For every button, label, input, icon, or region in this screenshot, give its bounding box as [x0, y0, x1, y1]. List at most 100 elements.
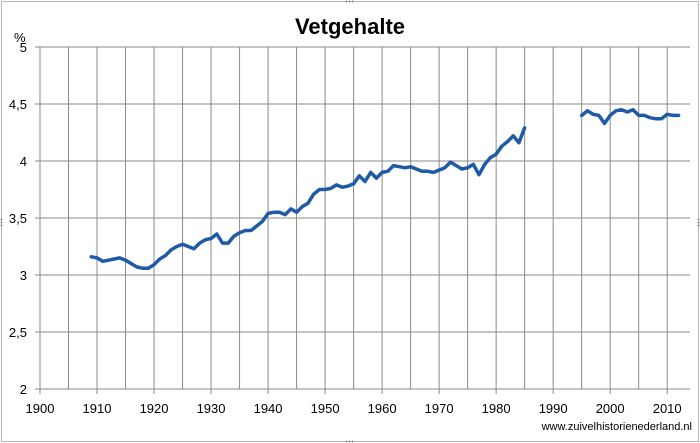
data-point — [369, 171, 372, 174]
data-point — [609, 114, 612, 117]
data-point — [301, 205, 304, 208]
chart-title: Vetgehalte — [295, 14, 405, 39]
y-axis-unit: % — [14, 30, 26, 45]
data-point — [169, 248, 173, 252]
data-point — [249, 229, 253, 232]
data-point — [244, 229, 247, 232]
data-point — [346, 184, 350, 188]
resize-handle-left[interactable] — [0, 218, 3, 228]
data-point — [209, 237, 213, 240]
data-point — [278, 211, 281, 214]
data-point — [591, 113, 595, 116]
x-tick-labels: 1900 1910 1920 1930 1940 1950 1960 1970 1980 1990… — [26, 401, 682, 416]
data-point — [272, 211, 275, 214]
data-point — [443, 166, 446, 169]
data-point — [284, 213, 287, 216]
y-tick-label: 2 — [20, 382, 27, 397]
data-point — [187, 245, 190, 248]
data-point — [181, 243, 184, 246]
data-point — [238, 231, 241, 234]
data-point — [341, 186, 344, 189]
data-point — [386, 170, 389, 173]
data-point — [517, 141, 521, 144]
data-point — [654, 117, 657, 121]
data-point — [472, 163, 475, 166]
data-point — [306, 202, 310, 205]
data-point — [175, 245, 178, 248]
data-point — [112, 257, 116, 261]
data-point — [671, 114, 675, 117]
data-point — [586, 109, 589, 113]
data-point — [398, 165, 401, 168]
data-point — [227, 241, 230, 245]
x-tick-label: 1940 — [254, 401, 283, 416]
data-point — [660, 117, 663, 121]
data-point — [318, 188, 321, 191]
resize-handle-right[interactable] — [697, 218, 700, 228]
x-tick-label: 1910 — [83, 401, 112, 416]
data-point — [329, 187, 332, 190]
data-point — [506, 140, 509, 143]
data-point — [101, 260, 104, 263]
data-point — [295, 211, 298, 214]
data-point — [666, 113, 669, 116]
data-point — [323, 188, 327, 191]
data-point — [204, 238, 207, 241]
y-tick-label: 3 — [20, 268, 27, 283]
data-point — [420, 170, 424, 173]
data-point — [352, 182, 355, 185]
data-point — [643, 114, 646, 117]
x-tick-label: 1980 — [482, 401, 511, 416]
data-point — [90, 255, 93, 258]
data-point — [221, 241, 224, 245]
data-point — [266, 212, 270, 215]
y-tick-label: 4,5 — [9, 97, 27, 112]
resize-handle-top[interactable] — [345, 0, 355, 3]
y-tick-labels: 2 2,5 3 3,5 4 4,5 5 — [9, 40, 27, 397]
data-point — [477, 173, 481, 176]
data-point — [198, 241, 201, 245]
data-point — [466, 166, 469, 169]
y-tick-label: 2,5 — [9, 325, 27, 340]
data-point — [637, 114, 640, 117]
data-point — [449, 160, 452, 164]
data-point — [392, 164, 395, 167]
x-tick-label: 1920 — [140, 401, 169, 416]
data-point — [409, 165, 412, 168]
data-point — [648, 116, 652, 119]
data-point — [289, 207, 293, 211]
x-tick-label: 1930 — [197, 401, 226, 416]
y-tick-label: 3,5 — [9, 211, 27, 226]
y-tick-label: 4 — [20, 154, 27, 169]
data-point — [147, 267, 150, 270]
data-point — [597, 114, 600, 117]
data-point — [375, 176, 378, 180]
grid-lines — [39, 46, 690, 390]
resize-handle-bottom[interactable] — [345, 440, 355, 443]
data-point — [460, 167, 464, 171]
data-point — [432, 171, 435, 174]
x-tick-label: 1990 — [539, 401, 568, 416]
data-point — [455, 164, 458, 167]
data-point — [158, 257, 161, 261]
data-point — [141, 267, 144, 270]
data-point — [403, 166, 407, 169]
x-tick-label: 2000 — [596, 401, 625, 416]
data-point — [335, 183, 338, 187]
y-tick-label: 5 — [20, 40, 27, 55]
x-tick-label: 1970 — [425, 401, 454, 416]
data-point — [130, 262, 133, 265]
data-point — [152, 263, 156, 266]
data-point — [500, 145, 503, 148]
data-point — [677, 114, 680, 117]
data-point — [426, 170, 429, 173]
data-point — [415, 167, 418, 171]
data-point — [261, 220, 264, 223]
data-point — [380, 171, 384, 174]
data-point — [626, 110, 629, 114]
data-point — [135, 265, 139, 269]
data-point — [95, 256, 99, 260]
data-point — [164, 254, 167, 257]
